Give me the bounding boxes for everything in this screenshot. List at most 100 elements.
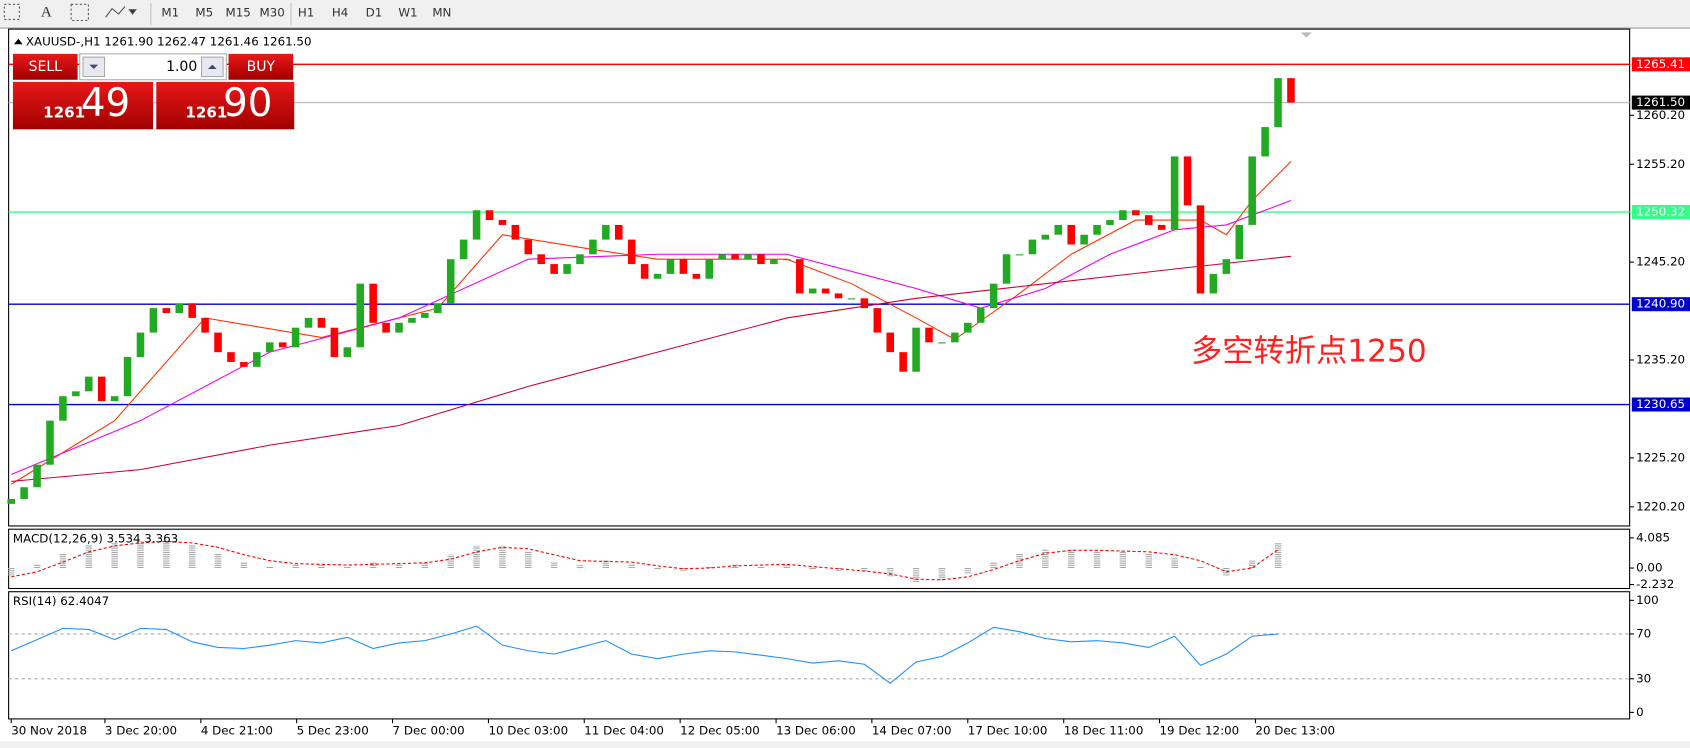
candle bbox=[498, 220, 507, 225]
sell-label[interactable]: SELL bbox=[29, 59, 63, 75]
buy-label[interactable]: BUY bbox=[247, 59, 276, 75]
candle bbox=[951, 332, 959, 343]
candle bbox=[731, 254, 739, 260]
x-tick-label: 4 Dec 21:00 bbox=[201, 723, 273, 737]
x-tick-label: 7 Dec 00:00 bbox=[393, 723, 465, 737]
candle bbox=[795, 259, 804, 294]
candle bbox=[873, 308, 882, 333]
timeframe-button[interactable]: M30 bbox=[259, 5, 284, 19]
y-tick-label: 1235.20 bbox=[1636, 352, 1685, 366]
moving-average bbox=[11, 255, 1292, 482]
candle bbox=[240, 361, 248, 367]
candle bbox=[834, 293, 843, 299]
buy-button[interactable] bbox=[228, 53, 294, 80]
timeframe-button[interactable]: M1 bbox=[161, 5, 179, 19]
y-tick-label: 4.085 bbox=[1636, 530, 1670, 544]
timeframe-button[interactable]: M5 bbox=[195, 5, 213, 19]
candle bbox=[692, 273, 701, 279]
sell-price-box[interactable] bbox=[12, 81, 154, 130]
macd-label: MACD(12,26,9) 3.534 3.363 bbox=[13, 531, 178, 545]
candle bbox=[705, 259, 714, 279]
icon-grid[interactable] bbox=[3, 3, 20, 20]
price-level-label: 1261.50 bbox=[1636, 95, 1685, 109]
y-tick-label: -2.232 bbox=[1636, 577, 1674, 591]
candle bbox=[925, 327, 933, 343]
price-level-label: 1250.32 bbox=[1636, 205, 1685, 219]
candle bbox=[20, 487, 28, 499]
buy-price-main[interactable]: 1261 bbox=[185, 104, 227, 122]
y-tick-label: 100 bbox=[1636, 593, 1659, 607]
toolbar-icons bbox=[3, 3, 292, 25]
candle bbox=[886, 332, 895, 353]
timeframe-button[interactable]: M15 bbox=[226, 5, 251, 19]
timeframe-button[interactable]: MN bbox=[432, 5, 451, 19]
candle bbox=[912, 327, 920, 372]
candle bbox=[1067, 224, 1075, 245]
timeframe-buttons: M1 M5 M15 M30 H1 H4 D1 W1 MN bbox=[161, 5, 451, 19]
x-tick-label: 19 Dec 12:00 bbox=[1159, 723, 1239, 737]
timeframe-button[interactable]: W1 bbox=[398, 5, 417, 19]
candle bbox=[524, 239, 533, 255]
candle bbox=[317, 317, 326, 328]
y-tick-label: 1220.20 bbox=[1636, 499, 1685, 513]
candle bbox=[1080, 234, 1088, 245]
candle bbox=[1028, 239, 1037, 255]
macd-panel bbox=[8, 528, 1631, 590]
candle bbox=[408, 317, 416, 323]
candle bbox=[162, 308, 171, 314]
candle bbox=[1015, 254, 1024, 256]
buy-price-pips[interactable]: 90 bbox=[223, 81, 272, 126]
one-click-trading: SELL 1.00 BUY 1261 49 1261 90 bbox=[12, 53, 295, 130]
price-level-box bbox=[1631, 57, 1690, 72]
icon-objects[interactable] bbox=[105, 6, 126, 18]
rsi-line bbox=[10, 625, 1279, 684]
candle bbox=[304, 317, 313, 328]
icon-dropdown[interactable] bbox=[128, 9, 137, 15]
candle bbox=[1132, 210, 1140, 216]
y-tick-label: 1225.20 bbox=[1636, 450, 1685, 464]
candle bbox=[395, 322, 403, 333]
moving-average bbox=[11, 199, 1292, 475]
candle bbox=[1106, 220, 1114, 225]
candle bbox=[214, 332, 222, 353]
timeframe-button[interactable]: H1 bbox=[298, 5, 314, 19]
tab-bar bbox=[0, 741, 1690, 748]
candle bbox=[1261, 127, 1269, 157]
candle bbox=[602, 224, 610, 240]
price-level-box bbox=[1631, 397, 1690, 412]
price-level-label: 1265.41 bbox=[1636, 57, 1685, 71]
candle bbox=[278, 342, 287, 348]
candle bbox=[175, 303, 184, 314]
candle bbox=[989, 283, 998, 309]
rsi-label: RSI(14) 62.4047 bbox=[13, 594, 109, 608]
buy-price-box[interactable] bbox=[156, 81, 295, 130]
lot-value[interactable]: 1.00 bbox=[166, 59, 197, 75]
candle bbox=[369, 283, 377, 323]
y-tick-label: 0 bbox=[1636, 705, 1644, 719]
icon-text[interactable] bbox=[70, 3, 89, 22]
font-tool[interactable]: A bbox=[41, 4, 52, 20]
candle bbox=[356, 283, 365, 348]
candle bbox=[860, 298, 869, 309]
sell-button[interactable] bbox=[12, 53, 78, 80]
candle bbox=[485, 210, 494, 221]
timeframe-button[interactable]: D1 bbox=[366, 5, 383, 19]
x-tick-label: 13 Dec 06:00 bbox=[776, 723, 856, 737]
plot-area: 1260.20 1255.20 1245.20 1235.20 1225.20 1220.… bbox=[7, 57, 1690, 737]
timeframe-button[interactable]: H4 bbox=[332, 5, 348, 19]
y-tick-label: 1255.20 bbox=[1636, 157, 1685, 171]
price-level-box bbox=[1631, 95, 1690, 110]
sell-price-main[interactable]: 1261 bbox=[43, 104, 85, 122]
sell-price-pips[interactable]: 49 bbox=[81, 81, 130, 126]
arrow-down bbox=[89, 64, 99, 69]
collapse-triangle[interactable] bbox=[14, 38, 23, 45]
candle bbox=[757, 254, 765, 265]
x-tick-label: 30 Nov 2018 bbox=[11, 723, 87, 737]
macd-signal bbox=[11, 540, 1279, 581]
candle bbox=[459, 239, 468, 260]
x-tick-label: 20 Dec 13:00 bbox=[1255, 723, 1335, 737]
candle bbox=[72, 391, 80, 397]
candle bbox=[537, 254, 545, 265]
candle bbox=[976, 308, 985, 323]
candle bbox=[201, 317, 209, 333]
